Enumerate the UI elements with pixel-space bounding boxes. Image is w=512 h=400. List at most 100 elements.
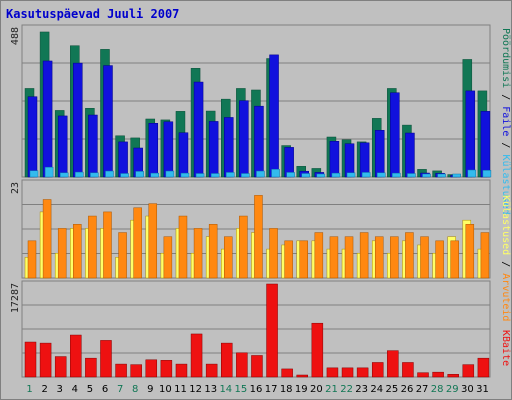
bar-pages (407, 173, 416, 178)
bar-pages (226, 172, 235, 178)
bar-files (480, 111, 491, 178)
bar-files (208, 121, 219, 178)
legend-middle: Külastused / Arvuteid (500, 195, 511, 321)
bar-kbytes (190, 333, 203, 378)
bar-pages (301, 173, 310, 178)
x-tick-label: 15 (235, 384, 248, 395)
bar-visits (103, 211, 112, 279)
bar-pages (422, 173, 431, 178)
bar-kbytes (54, 356, 67, 378)
bar-files (163, 121, 174, 178)
legend-bottom: KBaite (500, 330, 511, 366)
y-max-label-bottom: 17287 (10, 283, 21, 313)
bar-kbytes (311, 322, 324, 378)
x-tick-label: 2 (41, 384, 47, 395)
bar-visits (435, 240, 444, 279)
bar-visits (374, 236, 384, 279)
x-tick-label: 25 (386, 384, 399, 395)
legend-sep: / (500, 88, 511, 106)
bar-kbytes (205, 363, 218, 378)
bar-files (405, 132, 415, 178)
bar-pages (482, 170, 492, 178)
bar-pages (346, 172, 356, 178)
bar-kbytes (145, 359, 158, 378)
bar-visits (133, 207, 142, 279)
bar-kbytes (371, 362, 384, 378)
bar-pages (165, 170, 175, 178)
bar-visits (359, 232, 369, 279)
bar-pages (135, 171, 144, 178)
bar-pages (195, 173, 205, 178)
bar-pages (452, 173, 461, 178)
bar-kbytes (296, 374, 308, 378)
bar-kbytes (402, 362, 414, 378)
legend-visits-top: Külastused (500, 154, 511, 214)
bar-visits (57, 228, 67, 279)
y-max-label-top: 488 (10, 27, 21, 45)
bar-visits (88, 215, 97, 279)
bar-kbytes (160, 360, 173, 378)
bar-visits (193, 228, 203, 279)
bar-pages (331, 172, 341, 178)
x-tick-label: 31 (476, 384, 489, 395)
x-tick-label: 21 (325, 384, 338, 395)
bar-pages (286, 172, 295, 178)
x-tick-label: 5 (87, 384, 93, 395)
bar-kbytes (100, 340, 112, 378)
bar-visits (254, 195, 263, 279)
legend-sites: Arvuteid (500, 273, 511, 321)
bar-visits (314, 232, 324, 279)
x-tick-label: 22 (340, 384, 353, 395)
bar-visits (42, 199, 52, 279)
bar-files (224, 117, 234, 178)
bar-visits (163, 236, 173, 279)
bar-kbytes (39, 342, 52, 378)
bar-files (27, 96, 38, 178)
x-tick-label: 4 (72, 384, 78, 395)
bar-files (359, 142, 370, 178)
bar-kbytes (115, 363, 127, 378)
bar-visits (465, 224, 475, 279)
bar-pages (75, 171, 84, 178)
bar-kbytes (447, 374, 459, 378)
bar-pages (271, 169, 280, 178)
x-tick-label: 30 (461, 384, 474, 395)
bar-kbytes (462, 364, 475, 378)
x-tick-label: 10 (159, 384, 172, 395)
bar-kbytes (477, 357, 490, 378)
bar-pages (59, 172, 69, 178)
bar-files (148, 123, 159, 178)
bar-files (73, 62, 83, 178)
bar-visits (390, 236, 399, 279)
legend-kbytes: KBaite (500, 330, 511, 366)
x-tick-label: 28 (431, 384, 444, 395)
x-tick-label: 27 (416, 384, 429, 395)
bar-kbytes (236, 352, 248, 378)
bar-pages (180, 172, 190, 178)
bar-kbytes (281, 368, 293, 378)
bar-visits (329, 236, 339, 279)
y-max-label-middle: 23 (10, 182, 21, 194)
x-tick-label: 17 (265, 384, 278, 395)
x-tick-label: 9 (147, 384, 153, 395)
bar-files (254, 105, 264, 178)
bar-kbytes (266, 283, 278, 378)
bar-visits (208, 224, 218, 279)
bar-visits (148, 203, 158, 279)
bar-files (465, 90, 476, 178)
bar-pages (392, 172, 401, 178)
bar-pages (150, 172, 160, 178)
bar-pages (90, 172, 99, 178)
bar-visits (178, 215, 188, 279)
bar-files (178, 132, 189, 178)
chart-title: Kasutuspäevad Juuli 2007 (6, 7, 180, 21)
bar-visits (299, 240, 308, 279)
bar-visits (344, 236, 354, 279)
x-tick-label: 13 (204, 384, 217, 395)
bar-visits (224, 236, 233, 279)
bar-visits (73, 224, 82, 279)
bar-pages (361, 172, 371, 178)
x-tick-label: 26 (401, 384, 414, 395)
bar-pages (105, 170, 114, 178)
